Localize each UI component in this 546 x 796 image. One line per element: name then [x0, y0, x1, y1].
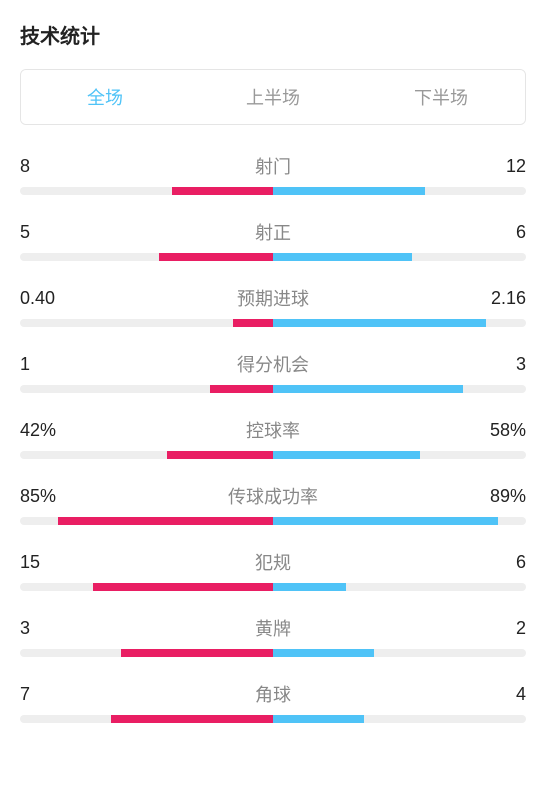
stat-bar-right-half	[273, 253, 526, 261]
stat-label: 射正	[70, 219, 476, 245]
stat-bar-left-half	[20, 649, 273, 657]
stat-bar-track	[20, 319, 526, 327]
stat-bar-left-half	[20, 451, 273, 459]
stat-header: 7角球4	[20, 681, 526, 707]
stat-bar-right-half	[273, 451, 526, 459]
stat-bar-track	[20, 583, 526, 591]
stat-row: 7角球4	[20, 681, 526, 723]
stat-header: 3黄牌2	[20, 615, 526, 641]
stat-bar-right-half	[273, 517, 526, 525]
stat-header: 42%控球率58%	[20, 417, 526, 443]
stat-label: 得分机会	[70, 351, 476, 377]
stat-bar-left-fill	[172, 187, 273, 195]
stat-bar-right-half	[273, 715, 526, 723]
stat-bar-left-half	[20, 517, 273, 525]
stat-bar-right-half	[273, 649, 526, 657]
stat-header: 5射正6	[20, 219, 526, 245]
stat-header: 1得分机会3	[20, 351, 526, 377]
stat-value-right: 4	[476, 684, 526, 705]
stat-row: 8射门12	[20, 153, 526, 195]
stat-bar-right-fill	[273, 253, 412, 261]
stats-list: 8射门125射正60.40预期进球2.161得分机会342%控球率58%85%传…	[20, 153, 526, 723]
stat-bar-track	[20, 517, 526, 525]
stat-bar-track	[20, 385, 526, 393]
stat-value-left: 1	[20, 354, 70, 375]
stat-bar-left-fill	[233, 319, 273, 327]
stat-value-right: 2	[476, 618, 526, 639]
stat-row: 85%传球成功率89%	[20, 483, 526, 525]
period-tabs: 全场上半场下半场	[20, 69, 526, 125]
stat-bar-right-half	[273, 319, 526, 327]
stat-bar-left-half	[20, 253, 273, 261]
tab-period-0[interactable]: 全场	[21, 70, 189, 124]
stat-row: 15犯规6	[20, 549, 526, 591]
stat-bar-track	[20, 715, 526, 723]
stat-row: 42%控球率58%	[20, 417, 526, 459]
stat-value-right: 12	[476, 156, 526, 177]
stat-value-left: 7	[20, 684, 70, 705]
stat-bar-right-fill	[273, 385, 463, 393]
stat-bar-left-half	[20, 583, 273, 591]
stat-label: 预期进球	[70, 285, 476, 311]
stat-bar-right-half	[273, 187, 526, 195]
stat-bar-left-fill	[58, 517, 273, 525]
stat-bar-right-fill	[273, 715, 364, 723]
stat-label: 黄牌	[70, 615, 476, 641]
stat-value-right: 3	[476, 354, 526, 375]
stat-bar-left-half	[20, 385, 273, 393]
stat-value-left: 8	[20, 156, 70, 177]
stat-row: 0.40预期进球2.16	[20, 285, 526, 327]
stat-bar-track	[20, 451, 526, 459]
stat-row: 3黄牌2	[20, 615, 526, 657]
stat-bar-left-half	[20, 715, 273, 723]
stat-bar-left-fill	[93, 583, 273, 591]
stat-value-left: 0.40	[20, 288, 70, 309]
section-title: 技术统计	[20, 20, 526, 49]
stat-row: 1得分机会3	[20, 351, 526, 393]
tab-period-2[interactable]: 下半场	[357, 70, 525, 124]
stat-value-right: 89%	[476, 486, 526, 507]
stat-label: 犯规	[70, 549, 476, 575]
stat-bar-right-fill	[273, 451, 420, 459]
stat-value-left: 3	[20, 618, 70, 639]
stat-value-left: 5	[20, 222, 70, 243]
stat-bar-right-fill	[273, 319, 486, 327]
stat-bar-right-fill	[273, 649, 374, 657]
stat-label: 角球	[70, 681, 476, 707]
stat-bar-track	[20, 253, 526, 261]
stat-bar-track	[20, 649, 526, 657]
stat-bar-left-fill	[159, 253, 273, 261]
stat-bar-right-half	[273, 583, 526, 591]
stat-value-left: 85%	[20, 486, 70, 507]
stat-bar-left-fill	[111, 715, 273, 723]
stat-bar-right-fill	[273, 583, 346, 591]
stat-label: 射门	[70, 153, 476, 179]
stat-value-left: 42%	[20, 420, 70, 441]
stat-bar-left-half	[20, 187, 273, 195]
stat-value-right: 2.16	[476, 288, 526, 309]
stat-value-right: 6	[476, 222, 526, 243]
stat-value-right: 58%	[476, 420, 526, 441]
stat-bar-right-fill	[273, 187, 425, 195]
stat-header: 85%传球成功率89%	[20, 483, 526, 509]
stat-bar-left-fill	[121, 649, 273, 657]
stat-value-left: 15	[20, 552, 70, 573]
stat-header: 8射门12	[20, 153, 526, 179]
stat-bar-right-half	[273, 385, 526, 393]
stat-bar-track	[20, 187, 526, 195]
stat-row: 5射正6	[20, 219, 526, 261]
stat-header: 15犯规6	[20, 549, 526, 575]
stat-bar-left-half	[20, 319, 273, 327]
stat-bar-right-fill	[273, 517, 498, 525]
tab-period-1[interactable]: 上半场	[189, 70, 357, 124]
stat-value-right: 6	[476, 552, 526, 573]
stat-header: 0.40预期进球2.16	[20, 285, 526, 311]
stat-bar-left-fill	[167, 451, 273, 459]
stat-label: 传球成功率	[70, 483, 476, 509]
stat-label: 控球率	[70, 417, 476, 443]
stat-bar-left-fill	[210, 385, 273, 393]
